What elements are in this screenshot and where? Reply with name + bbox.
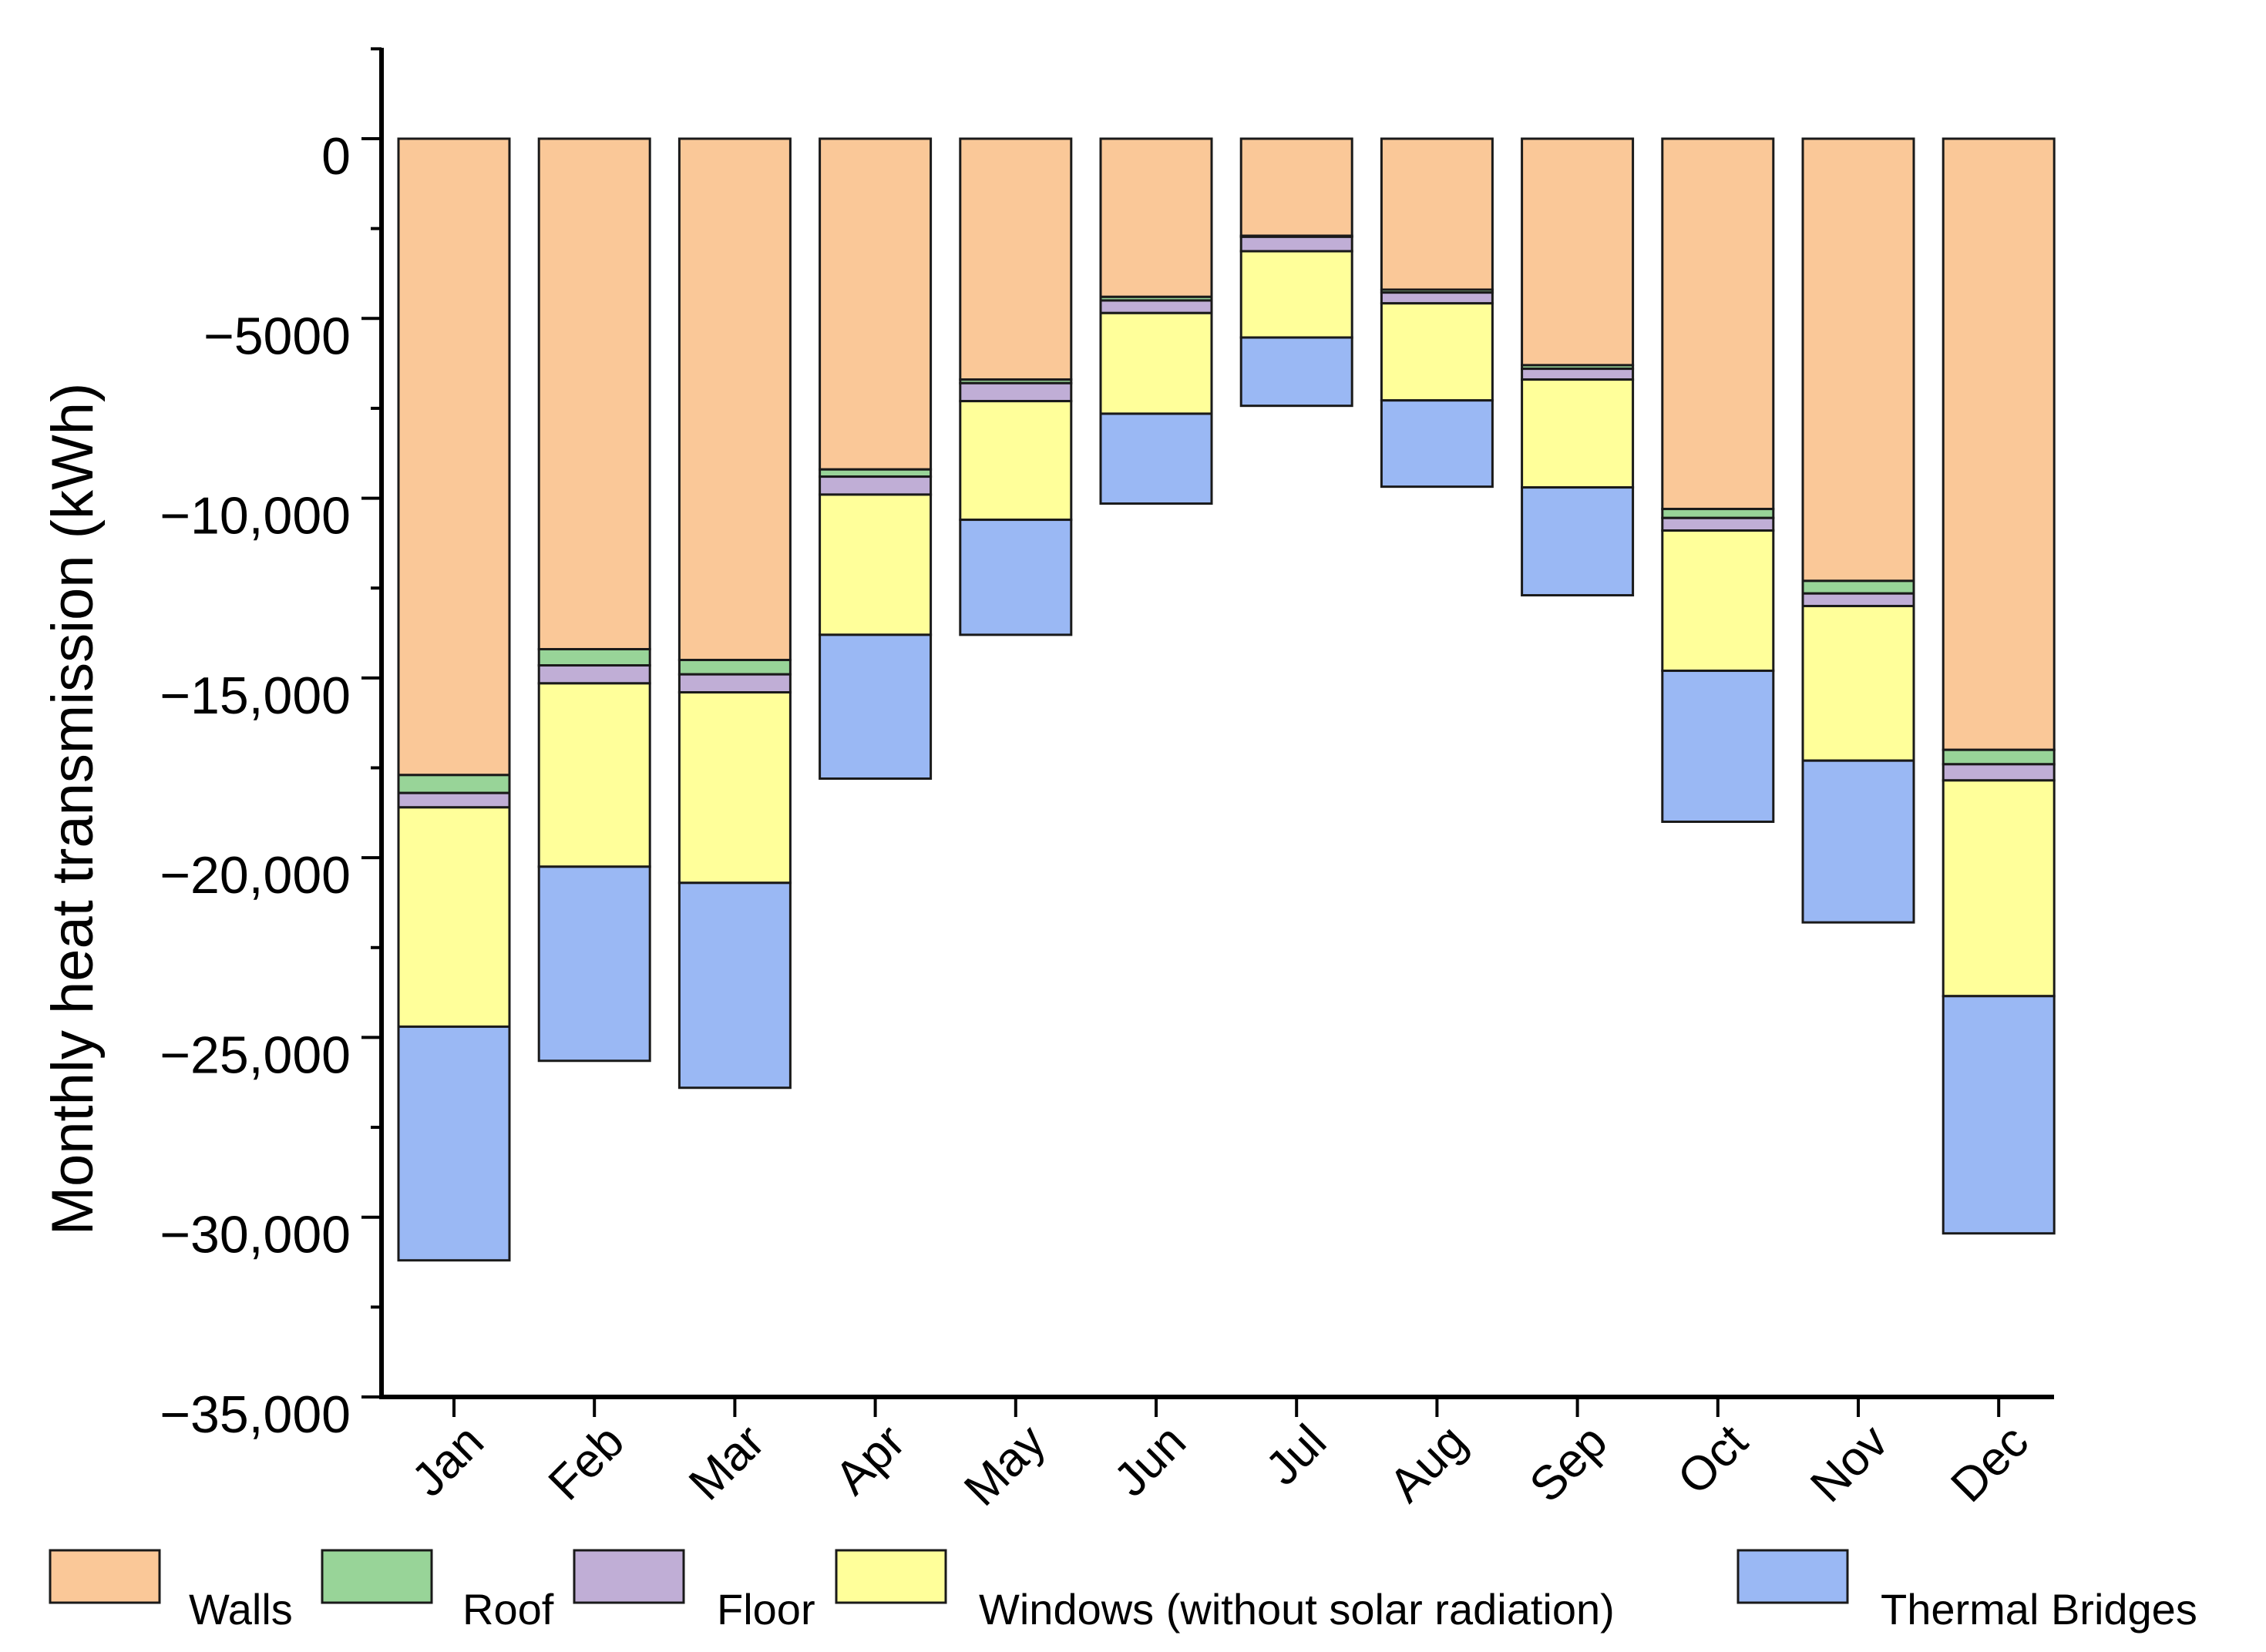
bar-apr-floor	[819, 475, 933, 496]
y-tick-label: −30,000	[160, 1206, 351, 1264]
y-axis-label: Monthly heat transmission (kWh)	[40, 383, 106, 1236]
x-tick-label-sep: Sep	[1520, 1415, 1618, 1513]
x-tick-label-feb: Feb	[539, 1415, 634, 1510]
x-tick-label-jul: Jul	[1256, 1415, 1336, 1496]
bar-jun-walls	[1099, 137, 1213, 298]
legend: Walls Roof Floor Windows (without solar rad…	[49, 1549, 2197, 1634]
bar-feb-walls	[537, 137, 651, 651]
legend-label-roof: Roof	[462, 1585, 554, 1634]
axes-group	[379, 48, 2054, 1399]
bar-mar-walls	[677, 137, 792, 662]
legend-swatch-windows	[835, 1549, 947, 1604]
bar-dec-thermal	[1942, 995, 2056, 1235]
bar-nov-roof	[1801, 579, 1915, 595]
bar-sep-walls	[1521, 137, 1635, 367]
bar-oct-roof	[1661, 508, 1775, 519]
bar-jun-windows	[1099, 311, 1213, 415]
bar-aug-windows	[1380, 302, 1494, 402]
legend-label-floor: Floor	[717, 1585, 815, 1634]
bar-jul-walls	[1239, 137, 1353, 237]
bar-oct-windows	[1661, 529, 1775, 673]
bar-feb-roof	[537, 648, 651, 667]
legend-swatch-thermal	[1736, 1549, 1849, 1604]
y-tick-label: −15,000	[160, 667, 351, 725]
y-tick-label: −20,000	[160, 846, 351, 905]
bar-aug-thermal	[1380, 399, 1494, 489]
x-tick-label-nov: Nov	[1800, 1415, 1898, 1513]
bar-jan-thermal	[397, 1025, 511, 1262]
legend-label-thermal: Thermal Bridges	[1881, 1585, 2197, 1634]
bar-feb-floor	[537, 664, 651, 685]
bar-mar-roof	[677, 659, 792, 676]
y-tick-label: 0	[321, 127, 351, 186]
bars-group	[397, 137, 2056, 1262]
bar-dec-walls	[1942, 137, 2056, 751]
bar-oct-walls	[1661, 137, 1775, 511]
legend-swatch-floor	[573, 1549, 685, 1604]
bar-apr-windows	[819, 493, 933, 636]
bar-may-thermal	[959, 519, 1073, 636]
bar-jan-roof	[397, 774, 511, 794]
bar-feb-windows	[537, 682, 651, 868]
y-tick-label: −35,000	[160, 1385, 351, 1444]
bar-mar-windows	[677, 691, 792, 885]
y-tick-label: −25,000	[160, 1026, 351, 1084]
y-tick-label: −5000	[203, 307, 351, 365]
x-ticks-group: Jan Feb Mar Apr May Jun Jul Aug Sep Oct Nov Dec	[402, 1397, 2039, 1516]
legend-label-windows: Windows (without solar radiation)	[979, 1585, 1615, 1634]
bar-jul-thermal	[1239, 336, 1353, 408]
bar-aug-floor	[1380, 291, 1494, 305]
bar-sep-thermal	[1521, 486, 1635, 597]
legend-label-walls: Walls	[189, 1585, 293, 1634]
bar-aug-walls	[1380, 137, 1494, 291]
bar-may-walls	[959, 137, 1073, 381]
bar-jan-windows	[397, 806, 511, 1028]
bar-nov-walls	[1801, 137, 1915, 583]
x-tick-label-aug: Aug	[1379, 1415, 1477, 1513]
bar-nov-floor	[1801, 592, 1915, 608]
x-tick-label-apr: Apr	[825, 1415, 915, 1505]
bar-dec-roof	[1942, 748, 2056, 766]
bar-dec-floor	[1942, 763, 2056, 782]
bar-jul-windows	[1239, 250, 1353, 339]
bar-may-windows	[959, 400, 1073, 522]
bar-jun-floor	[1099, 299, 1213, 314]
x-tick-label-mar: Mar	[679, 1415, 775, 1510]
bar-oct-floor	[1661, 516, 1775, 532]
bar-dec-windows	[1942, 779, 2056, 998]
bar-jan-walls	[397, 137, 511, 777]
legend-swatch-roof	[321, 1549, 433, 1604]
x-tick-label-jun: Jun	[1104, 1415, 1195, 1506]
x-tick-label-dec: Dec	[1941, 1415, 2039, 1513]
x-tick-label-may: May	[954, 1415, 1056, 1516]
bar-sep-floor	[1521, 368, 1635, 381]
x-tick-label-jan: Jan	[402, 1415, 493, 1506]
y-tick-label: −10,000	[160, 487, 351, 546]
bar-jul-floor	[1239, 235, 1353, 253]
bar-oct-thermal	[1661, 670, 1775, 823]
bar-nov-thermal	[1801, 759, 1915, 924]
bar-nov-windows	[1801, 605, 1915, 762]
bar-may-floor	[959, 381, 1073, 403]
bar-jun-thermal	[1099, 412, 1213, 505]
bar-mar-thermal	[677, 881, 792, 1090]
y-ticks-group: 0 −5000 −10,000 −15,000 −20,000 −25,000 −30,00…	[160, 47, 382, 1444]
legend-swatch-walls	[49, 1549, 161, 1604]
bar-jan-floor	[397, 791, 511, 809]
bar-apr-thermal	[819, 633, 933, 780]
bar-feb-thermal	[537, 865, 651, 1063]
bar-apr-walls	[819, 137, 933, 471]
bar-mar-floor	[677, 673, 792, 694]
x-tick-label-oct: Oct	[1668, 1415, 1758, 1505]
bar-sep-windows	[1521, 378, 1635, 489]
